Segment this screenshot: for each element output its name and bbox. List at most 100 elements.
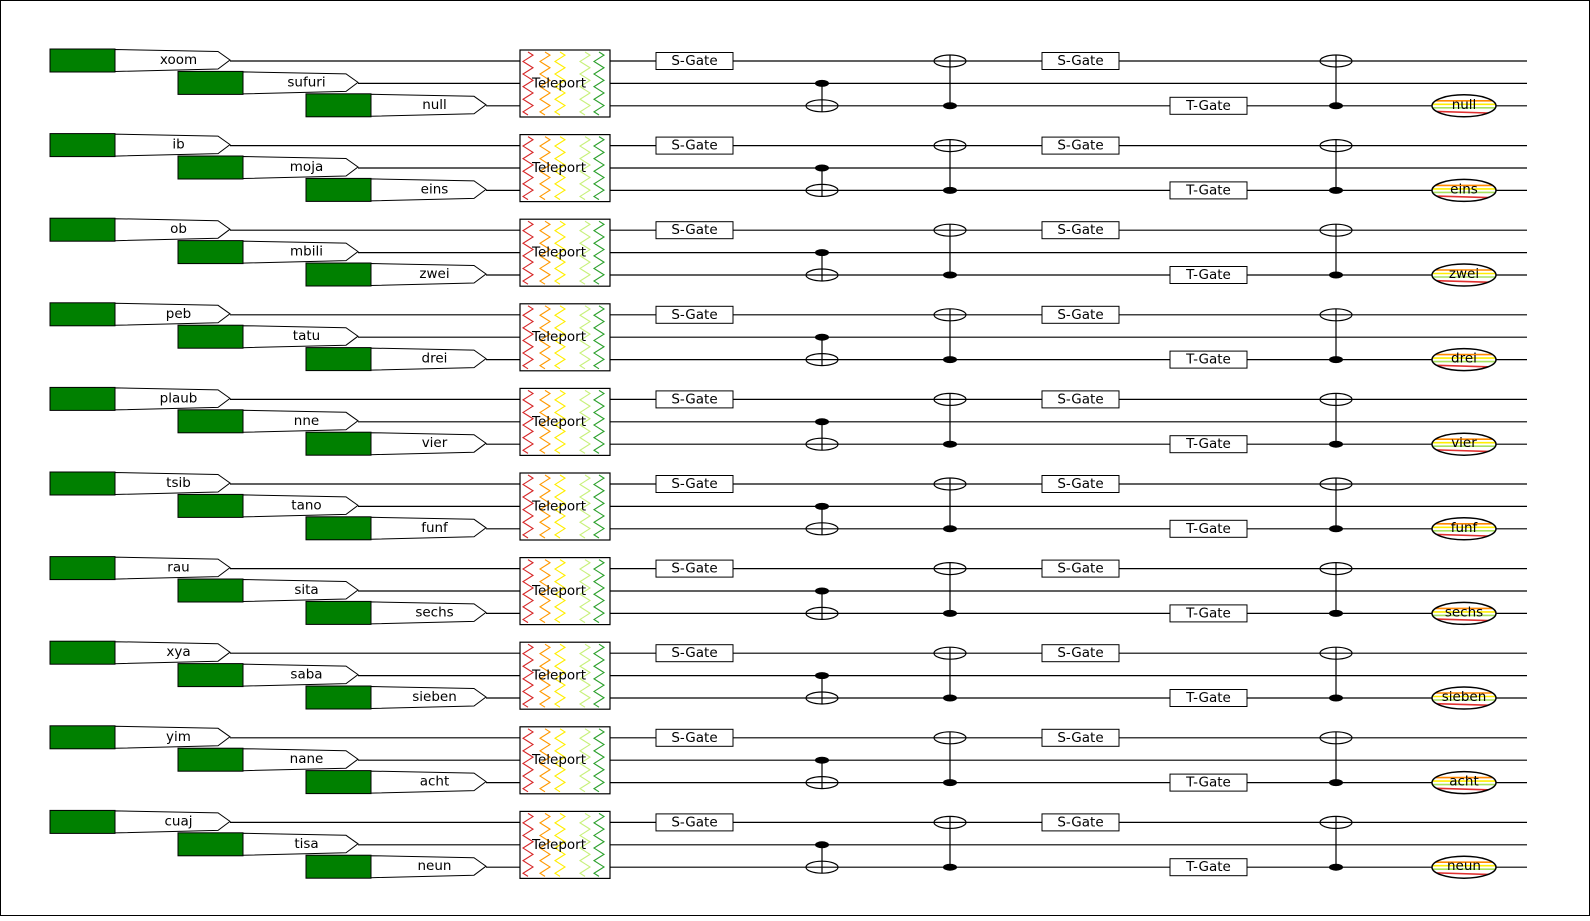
s-gate-label: S-Gate bbox=[671, 391, 717, 407]
teleport-wave bbox=[578, 559, 592, 624]
teleport-wave bbox=[578, 643, 592, 708]
input-register bbox=[177, 155, 244, 180]
s-gate-label: S-Gate bbox=[1057, 391, 1103, 407]
t-gate bbox=[1169, 435, 1248, 454]
qubit-group-5: plaub nne vier Teleport S-Gate S-Gate T-Gate vi… bbox=[49, 386, 1527, 456]
input-register bbox=[49, 386, 116, 411]
t-gate-label: T-Gate bbox=[1185, 182, 1231, 198]
t-gate-label: T-Gate bbox=[1185, 605, 1231, 621]
cnot-control-dot-2 bbox=[943, 271, 957, 279]
teleport-wave bbox=[538, 474, 552, 539]
cnot-control-dot-3 bbox=[1329, 779, 1343, 787]
t-gate bbox=[1169, 858, 1248, 877]
cnot-control-dot-2 bbox=[943, 186, 957, 194]
input-register bbox=[49, 725, 116, 750]
input-register bbox=[49, 133, 116, 158]
cnot-control-dot-3 bbox=[1329, 440, 1343, 448]
input-register bbox=[49, 48, 116, 73]
teleport-wave bbox=[578, 51, 592, 116]
qubit-name-tag bbox=[370, 855, 487, 879]
measure-output bbox=[1431, 517, 1497, 541]
teleport-wave bbox=[592, 389, 606, 454]
s-gate-first bbox=[655, 559, 734, 578]
input-register bbox=[49, 471, 116, 496]
teleport-label: Teleport bbox=[531, 837, 586, 853]
s-gate-label: S-Gate bbox=[671, 307, 717, 323]
output-label-null: null bbox=[1452, 97, 1477, 113]
qubit-name-tag bbox=[242, 325, 359, 349]
qubit-label-acht: acht bbox=[420, 774, 450, 790]
s-gate-second bbox=[1041, 390, 1120, 409]
qubit-name-tag bbox=[114, 302, 231, 326]
qubit-name-tag bbox=[242, 494, 359, 518]
teleport-wave bbox=[553, 812, 567, 877]
teleport-wave bbox=[521, 474, 535, 539]
qubit-name-tag bbox=[242, 578, 359, 603]
teleport-wave bbox=[592, 51, 606, 116]
teleport-wave bbox=[553, 728, 567, 793]
teleport-wave bbox=[592, 305, 606, 370]
teleport-wave bbox=[578, 305, 592, 370]
t-gate-label: T-Gate bbox=[1185, 859, 1231, 875]
t-gate-label: T-Gate bbox=[1185, 436, 1231, 452]
teleport-wave bbox=[592, 728, 606, 793]
teleport-wave bbox=[553, 136, 567, 201]
input-register bbox=[305, 516, 372, 541]
measure-output bbox=[1431, 601, 1497, 626]
teleport-wave bbox=[578, 389, 592, 454]
t-gate-label: T-Gate bbox=[1185, 98, 1231, 114]
t-gate bbox=[1169, 519, 1248, 538]
output-label-acht: acht bbox=[1449, 774, 1479, 790]
t-gate-label: T-Gate bbox=[1185, 267, 1231, 283]
qubit-name-tag bbox=[242, 663, 359, 687]
s-gate-label: S-Gate bbox=[671, 138, 717, 154]
s-gate-first bbox=[655, 136, 734, 155]
teleport-wave bbox=[521, 305, 535, 370]
input-register bbox=[49, 809, 116, 834]
s-gate-first bbox=[655, 813, 734, 832]
qubit-label-tsib: tsib bbox=[166, 475, 191, 491]
s-gate-label: S-Gate bbox=[1057, 645, 1103, 661]
cnot-control-dot-3 bbox=[1329, 609, 1343, 617]
s-gate-label: S-Gate bbox=[1057, 730, 1103, 746]
input-register bbox=[49, 217, 116, 242]
input-register bbox=[305, 770, 372, 795]
cnot-control-dot bbox=[815, 249, 829, 257]
teleport-label: Teleport bbox=[531, 329, 586, 345]
qubit-name-tag bbox=[370, 93, 487, 117]
measure-output bbox=[1431, 178, 1497, 203]
qubit-label-peb: peb bbox=[166, 306, 191, 322]
qubit-group-1: xoom sufuri null Teleport S-Gate S-Gate T-Gate… bbox=[49, 48, 1527, 118]
qubit-name-tag bbox=[114, 556, 231, 580]
teleport-wave bbox=[553, 643, 567, 708]
teleport-wave bbox=[553, 220, 567, 285]
cnot-control-dot bbox=[815, 756, 829, 764]
cnot-control-dot bbox=[815, 418, 829, 426]
teleport-wave bbox=[521, 389, 535, 454]
teleport-wave bbox=[592, 643, 606, 708]
cnot-control-dot-3 bbox=[1329, 525, 1343, 533]
qubit-name-tag bbox=[114, 725, 231, 749]
input-register bbox=[177, 663, 244, 688]
cnot-control-dot bbox=[815, 333, 829, 341]
qubit-name-tag bbox=[370, 685, 487, 710]
s-gate-label: S-Gate bbox=[1057, 307, 1103, 323]
measure-fill bbox=[1432, 602, 1496, 625]
s-gate-first bbox=[655, 475, 734, 493]
input-register bbox=[305, 685, 372, 710]
teleport-wave bbox=[553, 305, 567, 370]
qubit-label-tatu: tatu bbox=[293, 328, 320, 344]
cnot-control-dot-2 bbox=[943, 694, 957, 702]
t-gate bbox=[1169, 689, 1248, 707]
qubit-name-tag bbox=[242, 748, 359, 772]
qubit-label-sufuri: sufuri bbox=[287, 74, 325, 90]
qubit-name-tag bbox=[114, 218, 231, 242]
qubit-group-4: peb tatu drei Teleport S-Gate S-Gate T-Gate dre… bbox=[49, 302, 1527, 372]
teleport-wave bbox=[521, 812, 535, 877]
qubit-group-2: ib moja eins Teleport S-Gate S-Gate T-Gate eins bbox=[49, 133, 1527, 203]
measure-output bbox=[1431, 686, 1497, 710]
t-gate bbox=[1169, 604, 1248, 623]
output-label-drei: drei bbox=[1451, 351, 1477, 367]
qubit-name-tag bbox=[370, 770, 487, 794]
